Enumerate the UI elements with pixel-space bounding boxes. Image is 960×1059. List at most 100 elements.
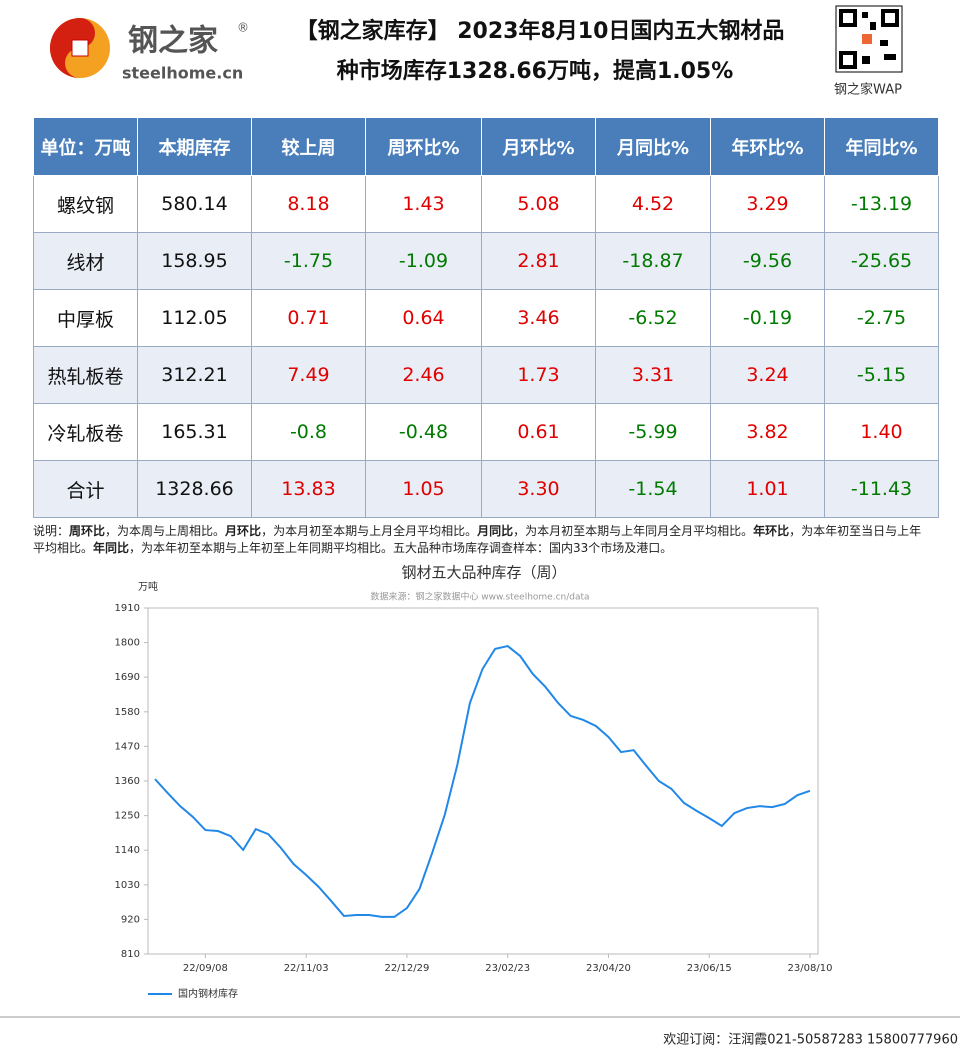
x-tick-label: 22/09/08	[183, 963, 228, 974]
series-line	[154, 644, 811, 918]
table-cell: 螺纹钢	[33, 175, 138, 233]
table-cell: 580.14	[137, 175, 252, 233]
x-tick-label: 22/11/03	[284, 963, 329, 974]
note-text: 年环比	[753, 524, 790, 538]
table-cell: -0.8	[251, 403, 366, 461]
plot-frame	[147, 607, 819, 955]
header-cell: 较上周	[251, 117, 366, 176]
inventory-table: 单位：万吨 本期库存 较上周 周环比% 月环比% 月同比% 年环比% 年同比% 螺纹钢 580.1…	[33, 117, 939, 518]
table-cell: 3.30	[481, 460, 596, 518]
y-tick-label: 1250	[115, 811, 140, 822]
table-row: 冷轧板卷 165.31 -0.8 -0.48 0.61 -5.99 3.82 1.40	[33, 403, 939, 461]
x-tick-label: 23/04/20	[586, 963, 631, 974]
table-cell: -1.75	[251, 232, 366, 290]
table-cell: 8.18	[251, 175, 366, 233]
table-row: 线材 158.95 -1.75 -1.09 2.81 -18.87 -9.56 -25.65	[33, 232, 939, 290]
table-row: 中厚板 112.05 0.71 0.64 3.46 -6.52 -0.19 -2.75	[33, 289, 939, 347]
logo-site: steelhome.cn	[122, 64, 243, 83]
table-cell: 线材	[33, 232, 138, 290]
table-cell: 3.46	[481, 289, 596, 347]
note-text: ，为本年初至当日与上年平均相比。	[33, 524, 922, 555]
y-tick-label: 1140	[115, 845, 140, 856]
table-cell: 0.71	[251, 289, 366, 347]
title-line: 【钢之家库存】 2023年8月10日国内五大钢材品	[296, 18, 785, 44]
table-cell: -6.52	[595, 289, 711, 347]
table-cell: -2.75	[824, 289, 939, 347]
header-cell: 单位：万吨	[33, 117, 138, 176]
note-text: 月环比	[225, 524, 262, 538]
note-text: ，为本周与上周相比。	[105, 524, 226, 538]
table-cell: 合计	[33, 460, 138, 518]
table-cell: -1.54	[595, 460, 711, 518]
header-cell: 月环比%	[481, 117, 596, 176]
note-text: 说明：	[33, 524, 70, 538]
table-cell: 1328.66	[137, 460, 252, 518]
table-cell: -9.56	[710, 232, 825, 290]
table-cell: -5.99	[595, 403, 711, 461]
table-cell: 3.82	[710, 403, 825, 461]
header-cell: 年环比%	[710, 117, 825, 176]
table-cell: 0.61	[481, 403, 596, 461]
logo-seal	[71, 39, 89, 57]
table-cell: 1.40	[824, 403, 939, 461]
table-cell: -0.48	[365, 403, 482, 461]
note-text: ，为本月初至本期与上年同月全月平均相比。	[513, 524, 754, 538]
y-tick-label: 1580	[115, 707, 140, 718]
table-cell: 13.83	[251, 460, 366, 518]
note-text: ，为本月初至本期与上月全月平均相比。	[261, 524, 478, 538]
note-text: 周环比	[69, 524, 106, 538]
table-row: 热轧板卷 312.21 7.49 2.46 1.73 3.31 3.24 -5.15	[33, 346, 939, 404]
table-cell: 1.73	[481, 346, 596, 404]
table-row: 合计 1328.66 13.83 1.05 3.30 -1.54 1.01 -11.43	[33, 460, 939, 518]
table-cell: 165.31	[137, 403, 252, 461]
y-tick-label: 1470	[115, 741, 140, 752]
y-axis-label: 万吨	[138, 580, 158, 593]
x-tick-label: 22/12/29	[384, 963, 429, 974]
note-text: 月同比	[477, 524, 514, 538]
y-tick-label: 1360	[115, 776, 140, 787]
table-cell: -18.87	[595, 232, 711, 290]
table-cell: 5.08	[481, 175, 596, 233]
qr-caption: 钢之家WAP	[834, 82, 902, 98]
table-cell: 热轧板卷	[33, 346, 138, 404]
logo-mark: ®	[237, 21, 249, 35]
footer-text: 欢迎订阅：汪润霞021-50587283 15800777960	[663, 1033, 958, 1048]
table-cell: -5.15	[824, 346, 939, 404]
table-cell: -13.19	[824, 175, 939, 233]
table-cell: -0.19	[710, 289, 825, 347]
table-cell: 3.24	[710, 346, 825, 404]
table-cell: 2.81	[481, 232, 596, 290]
table-cell: 3.31	[595, 346, 711, 404]
chart-title: 钢材五大品种库存（周）	[401, 564, 566, 582]
table-cell: 2.46	[365, 346, 482, 404]
y-tick-label: 920	[121, 914, 140, 925]
x-tick-label: 23/06/15	[687, 963, 732, 974]
table-cell: -11.43	[824, 460, 939, 518]
x-tick-label: 23/02/23	[485, 963, 530, 974]
y-tick-label: 1910	[115, 603, 140, 614]
table-cell: 冷轧板卷	[33, 403, 138, 461]
table-cell: 0.64	[365, 289, 482, 347]
table-cell: -25.65	[824, 232, 939, 290]
y-tick-label: 1690	[115, 672, 140, 683]
y-tick-label: 1800	[115, 638, 140, 649]
chart-subtitle: 数据来源：钢之家数据中心 www.steelhome.cn/data	[370, 591, 589, 603]
table-cell: 1.01	[710, 460, 825, 518]
header-cell: 年同比%	[824, 117, 939, 176]
table-cell: 4.52	[595, 175, 711, 233]
title-line: 种市场库存1328.66万吨，提高1.05%	[337, 58, 734, 84]
table-cell: 1.05	[365, 460, 482, 518]
x-tick-label: 23/08/10	[788, 963, 833, 974]
y-tick-label: 1030	[115, 880, 140, 891]
legend-label: 国内钢材库存	[178, 987, 238, 1000]
table-cell: 312.21	[137, 346, 252, 404]
header-cell: 周环比%	[365, 117, 482, 176]
table-cell: 1.43	[365, 175, 482, 233]
table-cell: 中厚板	[33, 289, 138, 347]
table-cell: 7.49	[251, 346, 366, 404]
note-text: 年同比	[93, 541, 130, 555]
table-row: 螺纹钢 580.14 8.18 1.43 5.08 4.52 3.29 -13.19	[33, 175, 939, 233]
note: 说明：周环比，为本周与上周相比。月环比，为本月初至本期与上月全月平均相比。月同比…	[33, 523, 933, 557]
